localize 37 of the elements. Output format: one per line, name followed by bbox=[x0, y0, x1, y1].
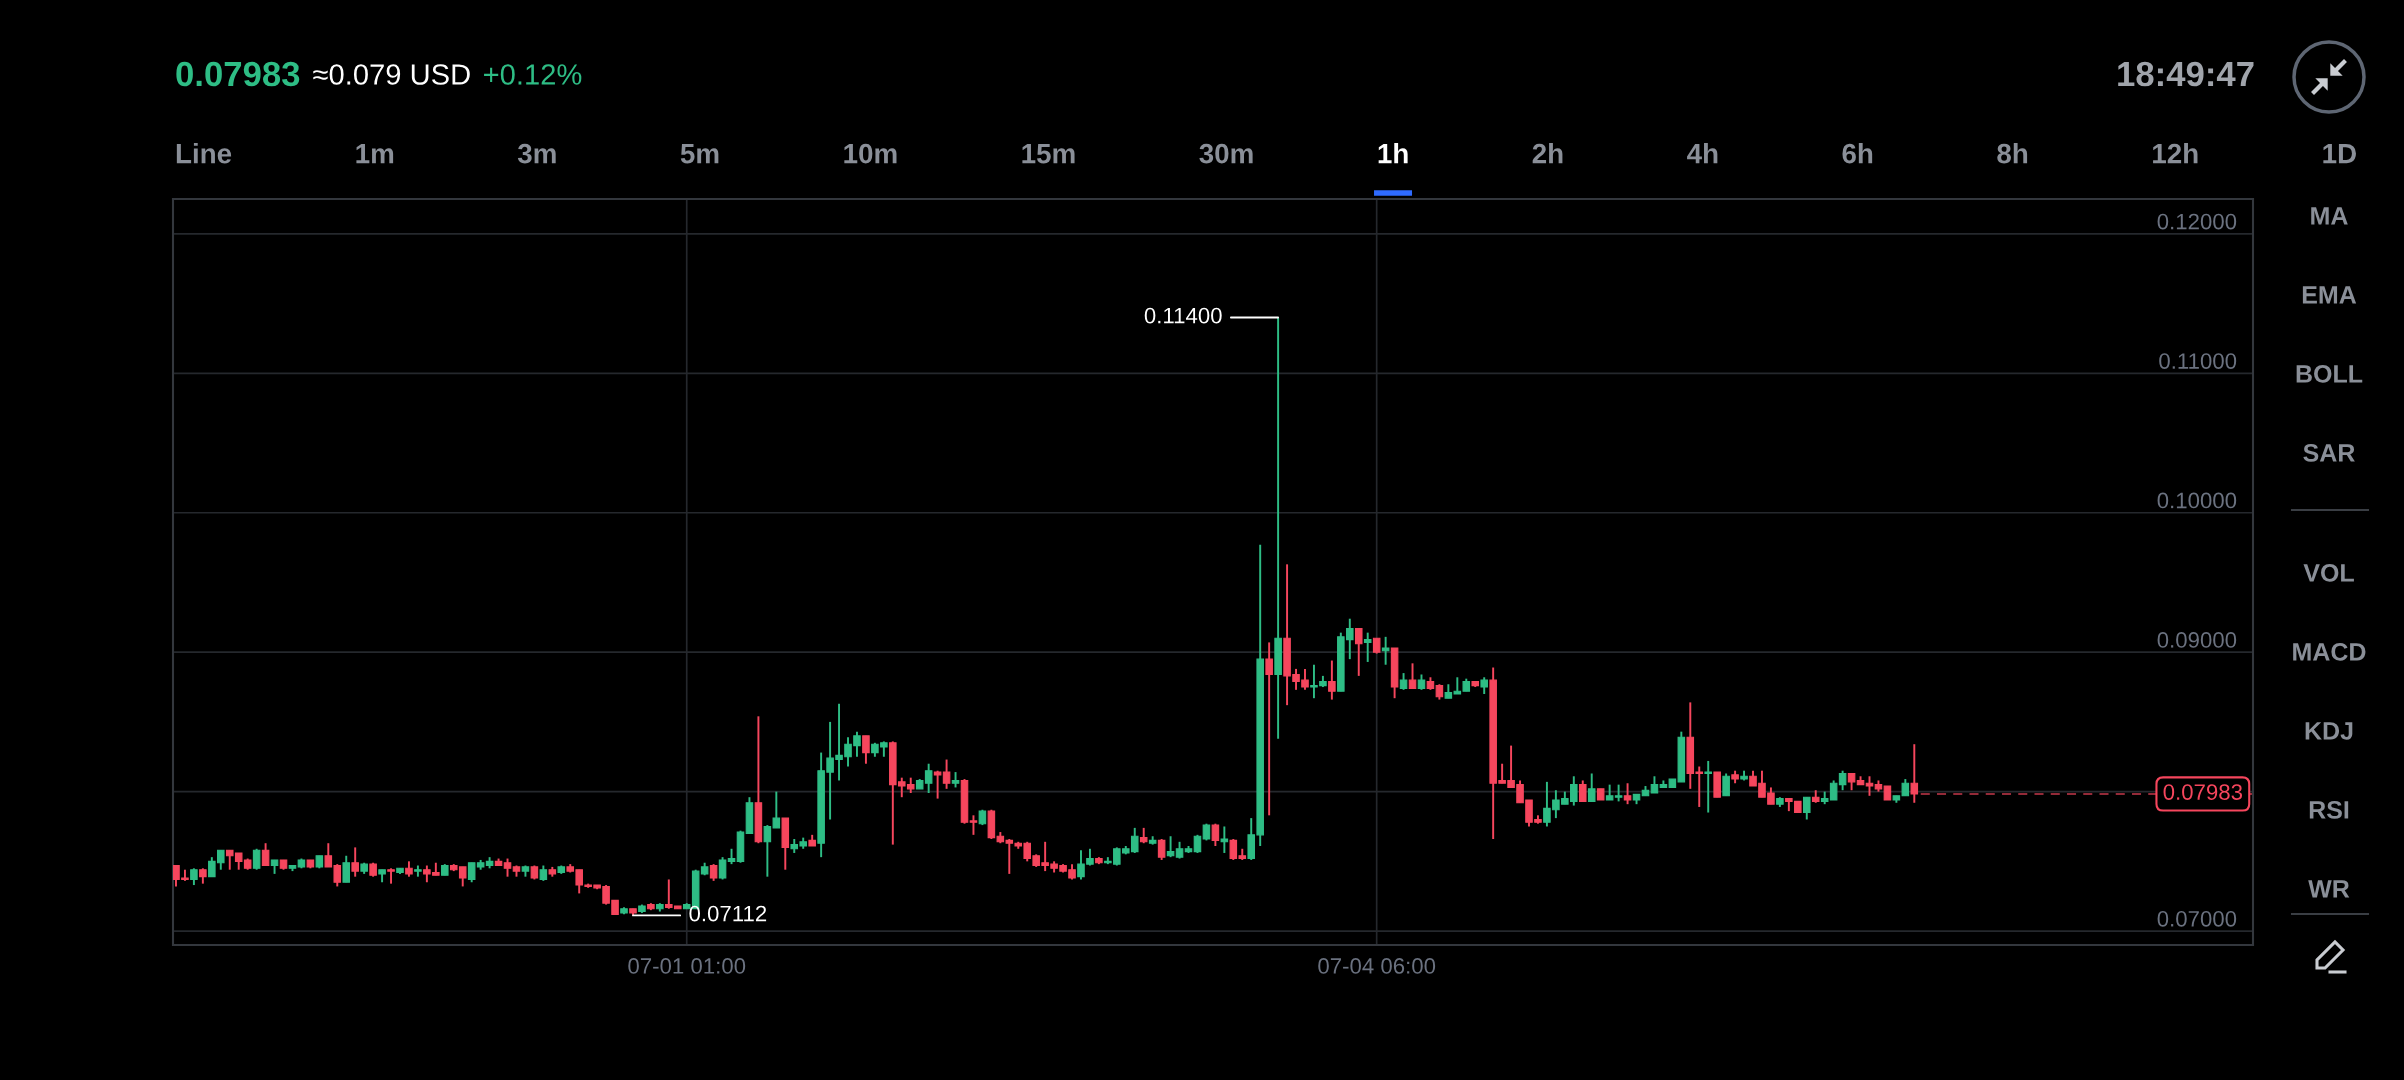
y-tick-label: 0.09000 bbox=[2157, 632, 2237, 648]
text: 1m bbox=[356, 144, 394, 164]
ref-line-label: 0.07983 bbox=[2163, 784, 2243, 800]
text: 6h bbox=[1842, 143, 1873, 164]
text: 3m bbox=[517, 143, 556, 164]
y-tick-label: 0.07000 bbox=[2157, 910, 2237, 927]
text: 0.07983 bbox=[176, 61, 300, 87]
text: WR bbox=[2308, 880, 2350, 898]
y-tick-label: 0.11000 bbox=[2159, 353, 2237, 369]
text: MACD bbox=[2293, 643, 2366, 661]
text: SAR bbox=[2303, 444, 2355, 462]
text: 2h bbox=[1532, 143, 1563, 164]
text: BOLL bbox=[2296, 365, 2363, 383]
text: 12h bbox=[2153, 143, 2198, 164]
text: 1D bbox=[2323, 144, 2356, 164]
text: 1h bbox=[1378, 143, 1408, 164]
x-tick-label: 07-01 01:00 bbox=[628, 958, 746, 974]
text: 4h bbox=[1687, 143, 1718, 164]
text: 10m bbox=[844, 143, 897, 164]
text: 30m bbox=[1199, 143, 1253, 164]
text: 5m bbox=[680, 144, 719, 164]
text: EMA bbox=[2302, 286, 2357, 304]
annotation: 0.11400 bbox=[1144, 307, 1222, 324]
text: VOL bbox=[2303, 564, 2354, 582]
x-tick-label: 07-04 06:00 bbox=[1318, 958, 1436, 974]
text: RSI bbox=[2309, 801, 2349, 819]
text: MA bbox=[2311, 207, 2348, 225]
text: +0.12% bbox=[484, 64, 582, 85]
text: KDJ bbox=[2305, 722, 2353, 740]
y-tick-label: 0.12000 bbox=[2157, 213, 2237, 230]
text: 15m bbox=[1022, 144, 1075, 164]
annotation: 0.07112 bbox=[689, 905, 767, 922]
text: Line bbox=[176, 143, 232, 164]
y-tick-label: 0.10000 bbox=[2157, 492, 2237, 509]
text: 8h bbox=[1997, 143, 2028, 164]
text: ≈0.079 USD bbox=[313, 64, 470, 85]
text: 18:49:47 bbox=[2118, 61, 2254, 87]
